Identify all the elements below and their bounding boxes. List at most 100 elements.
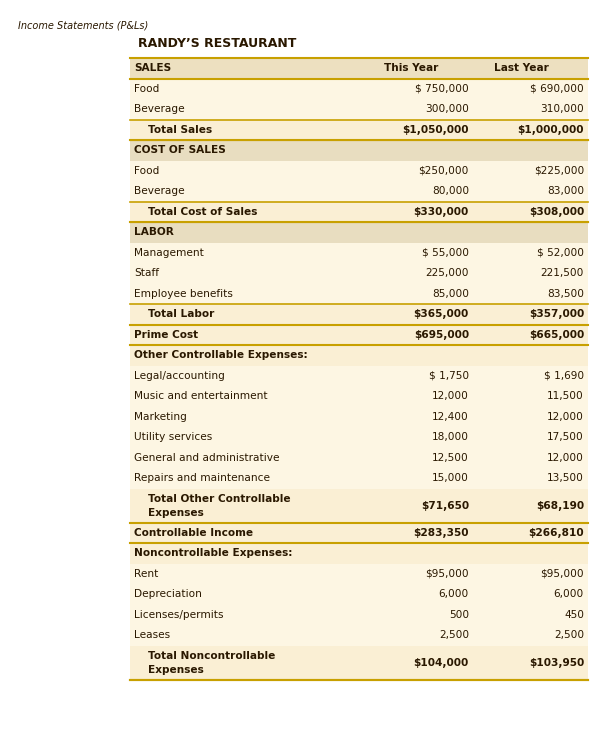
Text: 12,500: 12,500: [432, 453, 469, 463]
Bar: [130, 345, 588, 366]
Text: $225,000: $225,000: [534, 166, 584, 176]
Text: $357,000: $357,000: [529, 310, 584, 319]
Text: Rent: Rent: [134, 569, 158, 579]
Bar: [130, 140, 588, 161]
Text: Expenses: Expenses: [148, 665, 204, 675]
Text: $1,050,000: $1,050,000: [403, 125, 469, 135]
Text: 225,000: 225,000: [425, 268, 469, 278]
Text: $ 55,000: $ 55,000: [422, 247, 469, 258]
Text: Depreciation: Depreciation: [134, 589, 202, 599]
Bar: [130, 201, 588, 222]
Bar: [130, 447, 588, 468]
Text: $71,650: $71,650: [421, 501, 469, 511]
Bar: [130, 161, 588, 181]
Text: Legal/accounting: Legal/accounting: [134, 371, 225, 381]
Bar: [130, 304, 588, 325]
Text: COST OF SALES: COST OF SALES: [134, 145, 226, 155]
Text: $330,000: $330,000: [413, 207, 469, 217]
Text: $ 690,000: $ 690,000: [530, 84, 584, 93]
Bar: [130, 584, 588, 604]
Text: Other Controllable Expenses:: Other Controllable Expenses:: [134, 350, 308, 360]
Text: $68,190: $68,190: [536, 501, 584, 511]
Text: 2,500: 2,500: [439, 630, 469, 640]
Text: $695,000: $695,000: [414, 330, 469, 339]
Text: General and administrative: General and administrative: [134, 453, 280, 463]
Text: 300,000: 300,000: [425, 104, 469, 115]
Text: Prime Cost: Prime Cost: [134, 330, 198, 339]
Bar: [130, 325, 588, 345]
Text: Repairs and maintenance: Repairs and maintenance: [134, 473, 270, 483]
Text: Total Cost of Sales: Total Cost of Sales: [148, 207, 257, 217]
Text: $ 52,000: $ 52,000: [537, 247, 584, 258]
Bar: [130, 242, 588, 263]
Text: $1,000,000: $1,000,000: [517, 125, 584, 135]
Text: $ 1,750: $ 1,750: [429, 371, 469, 381]
Text: $308,000: $308,000: [529, 207, 584, 217]
Bar: [130, 523, 588, 543]
Text: 85,000: 85,000: [432, 289, 469, 299]
Text: Expenses: Expenses: [148, 508, 204, 518]
Text: Last Year: Last Year: [494, 64, 549, 73]
Text: Employee benefits: Employee benefits: [134, 289, 233, 299]
Text: 6,000: 6,000: [439, 589, 469, 599]
Text: Food: Food: [134, 84, 160, 93]
Text: 11,500: 11,500: [547, 391, 584, 402]
Text: 83,000: 83,000: [547, 186, 584, 196]
Text: SALES: SALES: [134, 64, 171, 73]
Text: 18,000: 18,000: [432, 432, 469, 442]
Text: Controllable Income: Controllable Income: [134, 528, 253, 538]
Text: $365,000: $365,000: [413, 310, 469, 319]
Text: $283,350: $283,350: [413, 528, 469, 538]
Text: Noncontrollable Expenses:: Noncontrollable Expenses:: [134, 548, 293, 558]
Text: Management: Management: [134, 247, 204, 258]
Text: 310,000: 310,000: [540, 104, 584, 115]
Text: $665,000: $665,000: [529, 330, 584, 339]
Text: Leases: Leases: [134, 630, 170, 640]
Text: Food: Food: [134, 166, 160, 176]
Bar: [130, 222, 588, 242]
Text: 80,000: 80,000: [432, 186, 469, 196]
Bar: [130, 181, 588, 201]
Text: 12,000: 12,000: [432, 391, 469, 402]
Text: $95,000: $95,000: [541, 569, 584, 579]
Text: This Year: This Year: [385, 64, 439, 73]
Text: Utility services: Utility services: [134, 432, 212, 442]
Text: 221,500: 221,500: [541, 268, 584, 278]
Text: 13,500: 13,500: [547, 473, 584, 483]
Text: 6,000: 6,000: [554, 589, 584, 599]
Text: Marketing: Marketing: [134, 412, 187, 422]
Bar: [130, 604, 588, 625]
Bar: [130, 79, 588, 99]
Text: Licenses/permits: Licenses/permits: [134, 610, 223, 620]
Text: $ 750,000: $ 750,000: [415, 84, 469, 93]
Text: Income Statements (P&Ls): Income Statements (P&Ls): [18, 20, 148, 30]
Text: RANDY’S RESTAURANT: RANDY’S RESTAURANT: [138, 37, 296, 50]
Bar: [130, 283, 588, 304]
Text: Total Noncontrollable: Total Noncontrollable: [148, 650, 275, 661]
Bar: [130, 427, 588, 447]
Text: 450: 450: [564, 610, 584, 620]
Bar: [130, 99, 588, 120]
Bar: [130, 488, 588, 523]
Bar: [130, 120, 588, 140]
Bar: [130, 625, 588, 645]
Text: $104,000: $104,000: [413, 658, 469, 668]
Text: $250,000: $250,000: [419, 166, 469, 176]
Text: Beverage: Beverage: [134, 186, 185, 196]
Bar: [130, 468, 588, 488]
Text: $ 1,690: $ 1,690: [544, 371, 584, 381]
Text: Total Other Controllable: Total Other Controllable: [148, 493, 290, 504]
Text: 12,400: 12,400: [432, 412, 469, 422]
Text: $266,810: $266,810: [529, 528, 584, 538]
Text: 12,000: 12,000: [547, 453, 584, 463]
Text: Beverage: Beverage: [134, 104, 185, 115]
Bar: [130, 564, 588, 584]
Bar: [130, 366, 588, 386]
Text: 2,500: 2,500: [554, 630, 584, 640]
Text: $103,950: $103,950: [529, 658, 584, 668]
Text: 15,000: 15,000: [432, 473, 469, 483]
Text: 83,500: 83,500: [547, 289, 584, 299]
Text: 17,500: 17,500: [547, 432, 584, 442]
Bar: [130, 407, 588, 427]
Text: 500: 500: [449, 610, 469, 620]
